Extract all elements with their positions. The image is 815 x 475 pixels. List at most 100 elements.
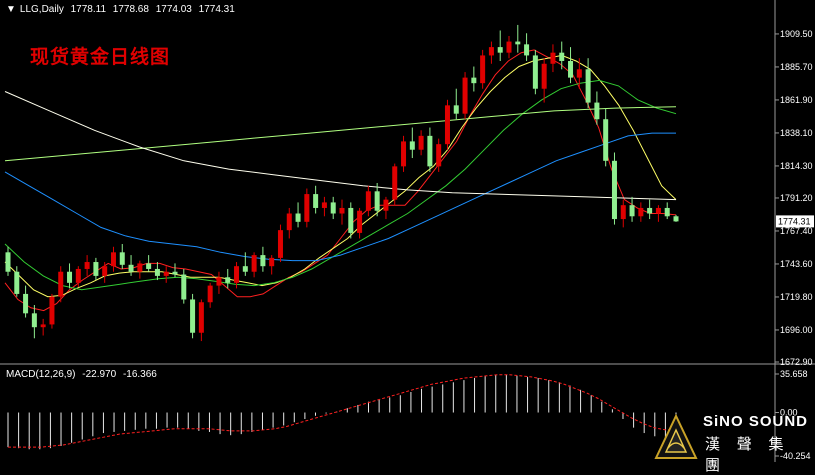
price-tick-label: 1791.20 bbox=[780, 193, 813, 203]
candle-body bbox=[119, 252, 125, 265]
candle-body bbox=[339, 207, 345, 214]
candle-body bbox=[172, 271, 178, 275]
candle-body bbox=[576, 69, 582, 78]
candle-body bbox=[313, 194, 319, 208]
candles bbox=[5, 24, 679, 342]
candle-body bbox=[559, 52, 565, 61]
candle-body bbox=[603, 119, 609, 161]
candle-body bbox=[594, 102, 600, 120]
candle-body bbox=[14, 271, 20, 294]
price-tick-label: 1672.90 bbox=[780, 357, 813, 367]
candle-body bbox=[110, 252, 116, 267]
candle-body bbox=[277, 230, 283, 258]
macd-tick-label: 35.658 bbox=[780, 369, 808, 379]
candle-body bbox=[40, 324, 46, 328]
candle-body bbox=[374, 191, 380, 211]
macd-signal-line bbox=[8, 374, 677, 448]
candle-body bbox=[664, 207, 670, 217]
moving-average-lines bbox=[4, 49, 677, 312]
candle-body bbox=[49, 296, 55, 325]
moving-average-line bbox=[4, 54, 677, 298]
candle-body bbox=[638, 207, 644, 217]
candle-body bbox=[260, 255, 266, 267]
logo-text-en: SiNO SOUND bbox=[703, 413, 809, 430]
macd-panel bbox=[7, 374, 677, 450]
candle-body bbox=[585, 69, 591, 103]
candle-body bbox=[418, 135, 424, 150]
logo-text-cn: 漢 聲 集 團 bbox=[705, 435, 790, 474]
candle-body bbox=[23, 293, 29, 314]
candle-body bbox=[137, 263, 143, 272]
candle-body bbox=[198, 302, 204, 333]
candle-body bbox=[321, 202, 327, 208]
candle-body bbox=[190, 299, 196, 333]
candle-body bbox=[5, 252, 11, 272]
candle-body bbox=[436, 144, 442, 167]
candle-body bbox=[251, 255, 257, 272]
candle-body bbox=[611, 160, 617, 220]
candle-body bbox=[541, 63, 547, 89]
candle-body bbox=[550, 52, 556, 64]
candle-body bbox=[242, 266, 248, 272]
moving-average-line bbox=[4, 132, 676, 262]
candle-body bbox=[75, 268, 81, 283]
moving-average-line bbox=[4, 106, 677, 162]
candle-body bbox=[488, 47, 494, 56]
moving-average-line bbox=[4, 91, 677, 201]
candle-body bbox=[655, 207, 661, 214]
candle-body bbox=[286, 213, 292, 231]
candle-body bbox=[67, 271, 73, 283]
macd-signal-value: -16.366 bbox=[122, 369, 157, 380]
macd-label: MACD(12,26,9) bbox=[6, 369, 76, 380]
close-value: 1774.31 bbox=[198, 4, 235, 15]
candle-body bbox=[453, 105, 459, 114]
candle-body bbox=[673, 216, 679, 222]
price-tick-label: 1885.70 bbox=[780, 62, 813, 72]
candle-body bbox=[524, 44, 530, 56]
macd-header: MACD(12,26,9) -22.970 -16.366 bbox=[6, 369, 161, 380]
candle-body bbox=[409, 141, 415, 150]
candle-body bbox=[357, 210, 363, 233]
candle-body bbox=[365, 191, 371, 211]
candle-body bbox=[163, 271, 169, 276]
price-tick-label: 1861.90 bbox=[780, 95, 813, 105]
candle-body bbox=[568, 60, 574, 78]
candle-body bbox=[330, 202, 336, 214]
main-grid bbox=[0, 0, 815, 462]
candle-body bbox=[207, 285, 213, 303]
price-tick-label: 1767.40 bbox=[780, 226, 813, 236]
macd-tick-label: 0.00 bbox=[780, 408, 798, 418]
low-value: 1774.03 bbox=[155, 4, 192, 15]
candle-body bbox=[647, 207, 653, 214]
high-value: 1778.68 bbox=[112, 4, 149, 15]
symbol-header: ▼ LLG,Daily 1778.11 1778.68 1774.03 1774.… bbox=[6, 4, 239, 15]
candle-body bbox=[216, 277, 222, 286]
dropdown-triangle-icon[interactable]: ▼ bbox=[6, 4, 16, 15]
candle-body bbox=[427, 135, 433, 167]
macd-tick-label: -40.254 bbox=[780, 451, 811, 461]
price-tick-label: 1814.30 bbox=[780, 161, 813, 171]
macd-axis: 35.658 0.00 -40.254 bbox=[775, 369, 811, 461]
macd-main-value: -22.970 bbox=[82, 369, 117, 380]
candle-body bbox=[444, 105, 450, 145]
candle-body bbox=[146, 263, 152, 269]
candle-body bbox=[295, 213, 301, 222]
price-tick-label: 1743.60 bbox=[780, 259, 813, 269]
candle-body bbox=[497, 47, 503, 53]
candle-body bbox=[629, 205, 635, 217]
candle-body bbox=[128, 264, 134, 272]
moving-average-line bbox=[4, 49, 677, 312]
candle-body bbox=[234, 266, 240, 283]
candle-body bbox=[102, 266, 108, 276]
candle-body bbox=[58, 271, 64, 297]
current-price-label: 1774.31 bbox=[778, 216, 811, 226]
candle-body bbox=[154, 268, 160, 276]
candle-body bbox=[93, 262, 99, 276]
candle-body bbox=[462, 77, 468, 114]
candle-body bbox=[269, 257, 275, 267]
candlestick-chart: 1909.50 1885.70 1861.90 1838.10 1814.30 1791.… bbox=[0, 0, 815, 462]
price-axis: 1909.50 1885.70 1861.90 1838.10 1814.30 1791.… bbox=[775, 29, 814, 367]
candle-body bbox=[84, 262, 90, 269]
candle-body bbox=[181, 274, 187, 300]
